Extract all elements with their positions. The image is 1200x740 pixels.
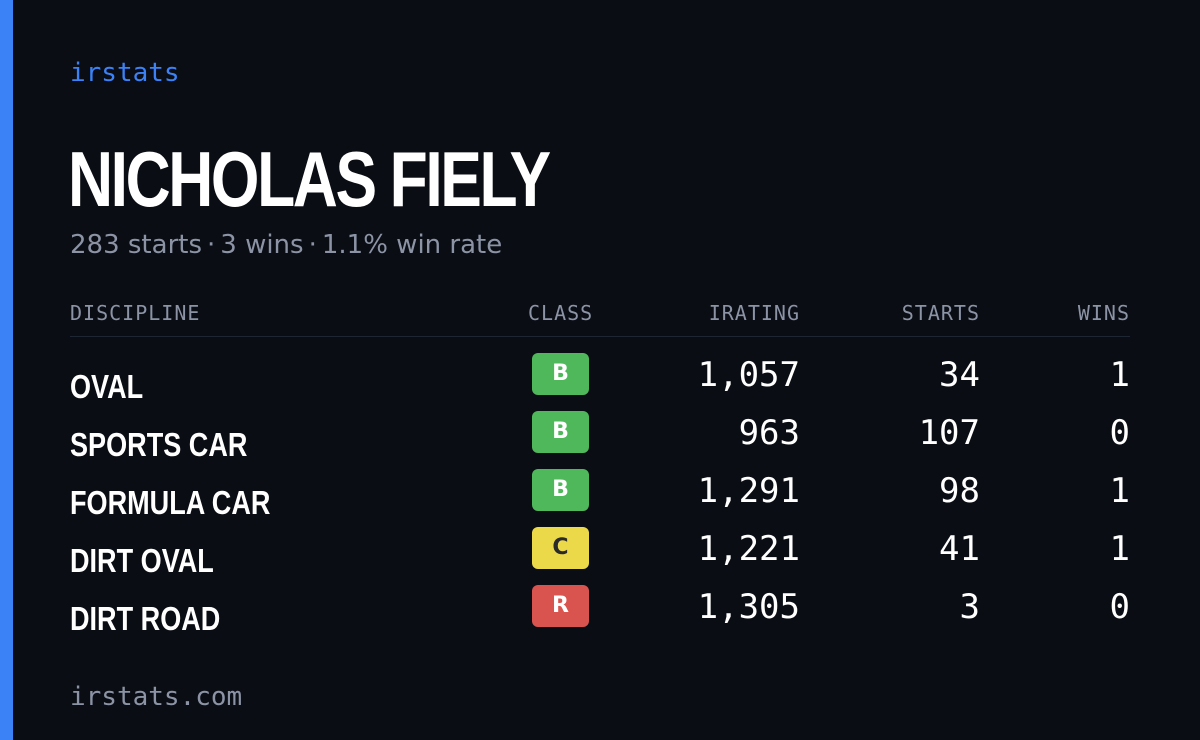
discipline-name: DIRT OVAL	[70, 542, 214, 579]
starts-value: 107	[918, 413, 980, 453]
header-irating: IRATING	[708, 301, 800, 325]
discipline-name: DIRT ROAD	[70, 600, 221, 637]
table-body: OVAL B 1,057 34 1 SPORTS CAR B 963 107 0…	[70, 353, 1130, 643]
license-class-badge: R	[532, 585, 589, 627]
discipline-stats-table: DISCIPLINE CLASS IRATING STARTS WINS OVA…	[70, 296, 1130, 643]
starts-value: 41	[939, 529, 980, 569]
total-wins: 3 wins	[220, 230, 304, 260]
irating-value: 1,305	[697, 587, 800, 627]
irating-value: 1,221	[697, 529, 800, 569]
accent-bar	[0, 0, 13, 740]
license-class-badge: B	[532, 469, 589, 511]
footer-url: irstats.com	[70, 682, 243, 712]
brand-logo-text: irstats	[70, 58, 180, 88]
starts-value: 98	[939, 471, 980, 511]
player-summary: 283 starts · 3 wins · 1.1% win rate	[70, 228, 502, 262]
table-row: DIRT ROAD R 1,305 3 0	[70, 585, 1130, 643]
header-discipline: DISCIPLINE	[70, 301, 201, 325]
discipline-name: SPORTS CAR	[70, 426, 248, 463]
table-header: DISCIPLINE CLASS IRATING STARTS WINS	[70, 296, 1130, 337]
table-row: FORMULA CAR B 1,291 98 1	[70, 469, 1130, 527]
starts-value: 3	[959, 587, 980, 627]
table-row: SPORTS CAR B 963 107 0	[70, 411, 1130, 469]
wins-value: 1	[1109, 355, 1130, 395]
summary-separator: ·	[308, 230, 317, 260]
license-class-badge: B	[532, 411, 589, 453]
total-starts: 283 starts	[70, 230, 202, 260]
license-class-badge: C	[532, 527, 589, 569]
wins-value: 1	[1109, 471, 1130, 511]
irating-value: 1,291	[697, 471, 800, 511]
discipline-name: OVAL	[70, 368, 144, 405]
win-rate: 1.1% win rate	[321, 230, 503, 260]
header-starts: STARTS	[901, 301, 980, 325]
table-row: OVAL B 1,057 34 1	[70, 353, 1130, 411]
irating-value: 963	[738, 413, 800, 453]
wins-value: 1	[1109, 529, 1130, 569]
summary-separator: ·	[207, 230, 216, 260]
discipline-name: FORMULA CAR	[70, 484, 271, 521]
starts-value: 34	[939, 355, 980, 395]
irating-value: 1,057	[697, 355, 800, 395]
player-name: NICHOLAS FIELY	[68, 135, 551, 223]
header-wins: WINS	[1077, 301, 1130, 325]
wins-value: 0	[1109, 413, 1130, 453]
table-row: DIRT OVAL C 1,221 41 1	[70, 527, 1130, 585]
wins-value: 0	[1109, 587, 1130, 627]
header-class: CLASS	[528, 301, 594, 325]
license-class-badge: B	[532, 353, 589, 395]
